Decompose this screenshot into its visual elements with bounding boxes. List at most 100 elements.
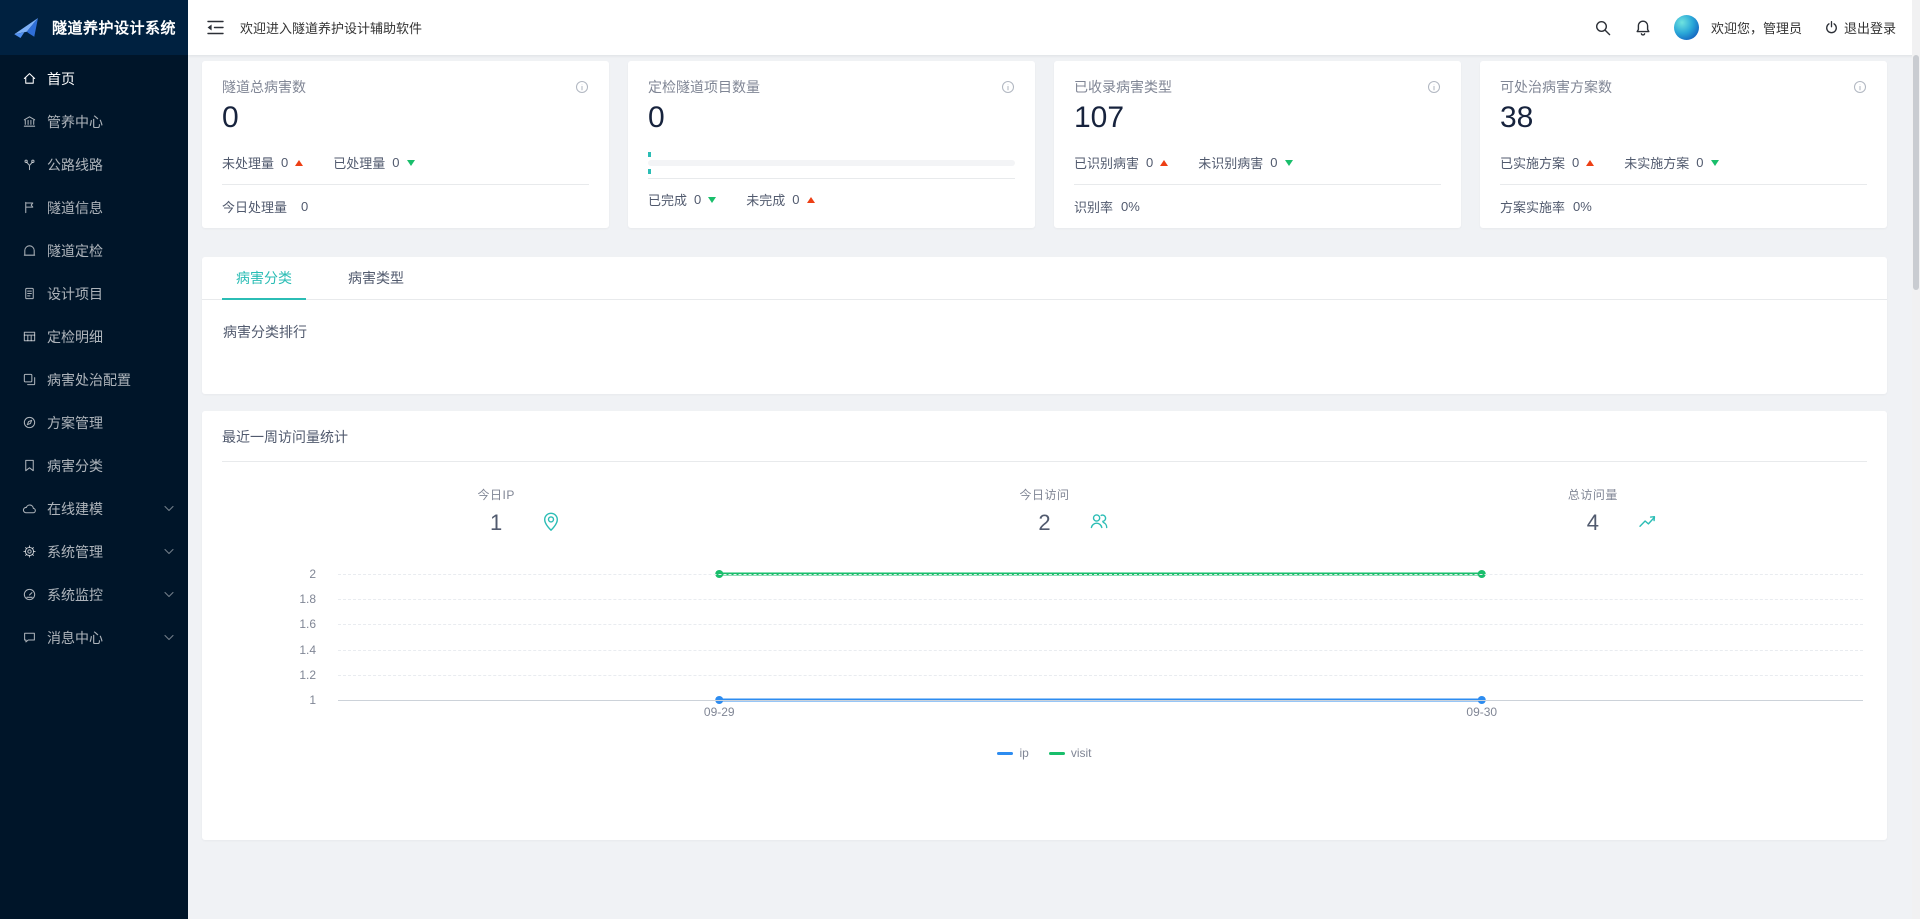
sidebar-item-system-management[interactable]: 系统管理 [0,530,188,573]
notification-bell-icon[interactable] [1634,19,1652,37]
visits-card-title: 最近一周访问量统计 [222,429,348,445]
welcome-text: 欢迎进入隧道养护设计辅助软件 [240,21,423,36]
app-title: 隧道养护设计系统 [52,20,177,37]
card-divider [222,461,1867,462]
cloud-icon [22,501,37,516]
card-divider [648,177,1015,179]
compass-icon [22,415,37,430]
trend-up-icon [1637,510,1659,532]
info-circle-icon[interactable] [575,80,589,94]
progress-track [648,159,1015,166]
footer-label: 今日处理量 [222,199,288,215]
stat-today-ip: 今日IP 1 [222,486,770,536]
search-icon[interactable] [1594,19,1612,37]
sidebar-item-defect-treatment-config[interactable]: 病害处治配置 [0,358,188,401]
sidebar-item-label: 病害处治配置 [47,371,131,388]
stat-card-defect-types: 已收录病害类型 107 已识别病害 0 未识别病害 0 识别率 0% [1054,61,1461,228]
home-icon [22,71,37,86]
legend-dash [1048,751,1065,755]
sidebar-item-defect-classification[interactable]: 病害分类 [0,444,188,487]
info-circle-icon[interactable] [1853,80,1867,94]
stat-card-title: 隧道总病害数 [222,79,306,95]
sidebar-item-message-center[interactable]: 消息中心 [0,616,188,659]
bookmark-icon [22,458,37,473]
app-logo[interactable]: 隧道养护设计系统 [0,0,188,55]
stat-card-value: 107 [1074,101,1125,134]
tunnel-icon [22,243,37,258]
info-circle-icon[interactable] [1427,80,1441,94]
copy-config-icon [22,372,37,387]
sidebar-item-design-projects[interactable]: 设计项目 [0,272,188,315]
tab-defect-classification[interactable]: 病害分类 [222,257,306,300]
metric-label: 已完成 [648,193,688,208]
metric-value: 0 [281,155,289,170]
tab-defect-type[interactable]: 病害类型 [334,257,418,300]
sidebar-item-online-modeling[interactable]: 在线建模 [0,487,188,530]
header-actions: 欢迎您，管理员 退出登录 [1594,15,1896,40]
trend-down-triangle [1710,159,1719,166]
stat-label: 总访问量 [1567,488,1618,502]
gridline [338,674,1863,676]
legend-item-visit[interactable]: visit [1048,746,1092,760]
y-axis-tick: 1.8 [299,592,316,607]
metric-unprocessed: 未处理量 0 [222,153,304,172]
footer-label: 方案实施率 [1500,199,1566,215]
stat-card-value: 0 [648,101,665,134]
trend-down-triangle [1284,159,1293,166]
stat-today-visits: 今日访问 2 [770,486,1318,536]
y-axis-tick: 1.6 [299,617,316,632]
sidebar-item-plan-management[interactable]: 方案管理 [0,401,188,444]
metric-value: 0 [1270,155,1278,170]
stat-card-title: 可处治病害方案数 [1500,79,1612,95]
legend-item-ip[interactable]: ip [997,746,1029,760]
scrollbar-thumb[interactable] [1913,55,1919,290]
y-axis-tick: 1.2 [299,667,316,682]
weekly-visits-card: 最近一周访问量统计 今日IP 1 今日访问 2 总访问量 4 [202,411,1887,840]
branch-icon [22,157,37,172]
logout-button[interactable]: 退出登录 [1824,18,1896,37]
sidebar-item-maintenance-center[interactable]: 管养中心 [0,100,188,143]
metric-value: 0 [1572,155,1580,170]
top-header: 欢迎进入隧道养护设计辅助软件 欢迎您，管理员 退出登录 [188,0,1920,55]
metric-label: 未实施方案 [1624,156,1690,171]
card-divider [1074,183,1441,185]
page-scrollbar [1912,0,1920,919]
sidebar-item-tunnel-inspection[interactable]: 隧道定检 [0,229,188,272]
stat-card-value: 38 [1500,101,1534,134]
sidebar-item-home[interactable]: 首页 [0,57,188,100]
sidebar-item-system-monitoring[interactable]: 系统监控 [0,573,188,616]
avatar[interactable] [1673,15,1699,40]
gridline [338,574,1863,575]
visit-chart-xlabels: 09-29 09-30 [338,705,1863,721]
bank-icon [22,114,37,129]
info-circle-icon[interactable] [1001,80,1015,94]
sidebar-item-label: 设计项目 [47,285,103,302]
metric-value: 0 [792,192,800,207]
metric-value: 0 [392,155,400,170]
menu-fold-icon[interactable] [206,19,225,36]
stat-card-metrics: 未处理量 0 已处理量 0 [222,154,589,172]
metric-unidentified: 未识别病害 0 [1198,153,1293,172]
stat-card-total-defects: 隧道总病害数 0 未处理量 0 已处理量 0 今日处理量 0 [202,61,609,228]
tab-label: 病害分类 [236,269,292,286]
metric-unimplemented: 未实施方案 0 [1624,153,1719,172]
stat-card-treatment-plans: 可处治病害方案数 38 已实施方案 0 未实施方案 0 方案实施率 0% [1480,61,1887,228]
sidebar-item-inspection-details[interactable]: 定检明细 [0,315,188,358]
team-icon [1088,510,1110,532]
visit-chart-grid [338,570,1863,704]
stat-card-metrics: 已识别病害 0 未识别病害 0 [1074,154,1441,172]
user-greeting: 欢迎您，管理员 [1710,21,1802,36]
stat-value: 4 [1586,510,1599,535]
tab-bar: 病害分类 病害类型 [202,257,1887,300]
card-divider [222,183,589,185]
trend-up-triangle [295,159,304,166]
stat-card-title: 定检隧道项目数量 [648,79,760,95]
gauge-icon [22,587,37,602]
metric-label: 已实施方案 [1500,156,1566,171]
location-pin-icon [540,510,562,532]
sidebar-item-label: 方案管理 [47,414,103,431]
sidebar-item-highway-lines[interactable]: 公路线路 [0,143,188,186]
gridline [338,700,1863,701]
stat-cards-row: 隧道总病害数 0 未处理量 0 已处理量 0 今日处理量 0 [202,61,1887,228]
sidebar-item-tunnel-info[interactable]: 隧道信息 [0,186,188,229]
